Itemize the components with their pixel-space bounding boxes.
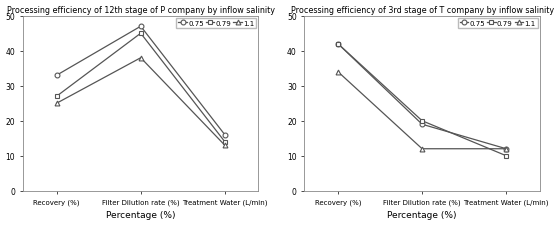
X-axis label: Percentage (%): Percentage (%) (106, 211, 175, 219)
Legend: 0.75, 0.79, 1.1: 0.75, 0.79, 1.1 (458, 19, 538, 29)
X-axis label: Percentage (%): Percentage (%) (388, 211, 457, 219)
Title: Processing efficiency of 3rd stage of T company by inflow salinity: Processing efficiency of 3rd stage of T … (291, 6, 554, 14)
Title: Processing efficiency of 12th stage of P company by inflow salinity: Processing efficiency of 12th stage of P… (7, 6, 275, 14)
Legend: 0.75, 0.79, 1.1: 0.75, 0.79, 1.1 (176, 19, 256, 29)
